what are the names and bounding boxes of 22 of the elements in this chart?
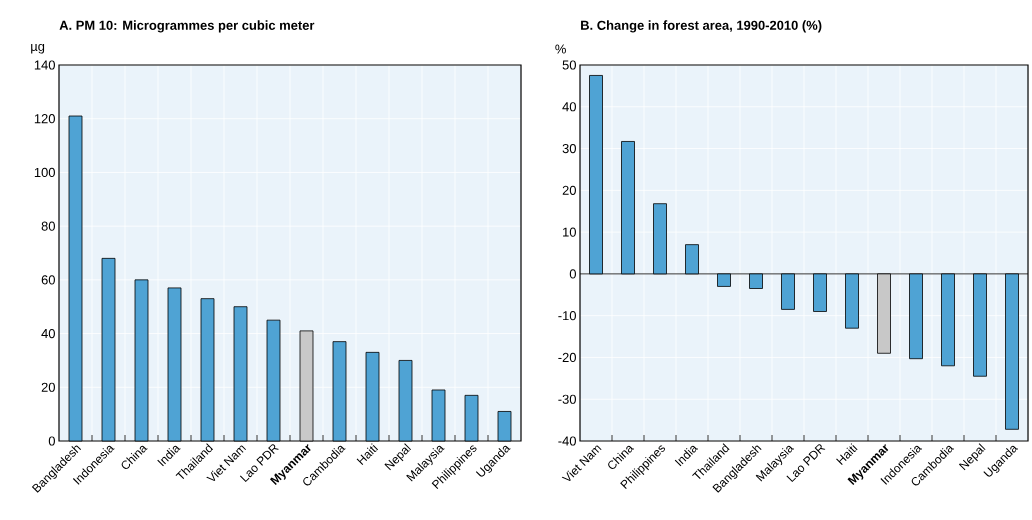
y-tick-label: 0 <box>48 436 55 446</box>
y-tick-label: 40 <box>562 102 576 112</box>
chart-title: A. PM 10: Microgrammes per cubic meter <box>59 20 315 33</box>
y-tick-label: -30 <box>558 394 576 404</box>
y-tick-label: 0 <box>569 269 576 279</box>
y-tick-label: 30 <box>562 143 576 154</box>
y-tick-label: 50 <box>562 60 576 70</box>
y-tick-label: 20 <box>562 185 576 195</box>
chart-title: B. Change in forest area, 1990-2010 (%) <box>581 20 822 33</box>
y-tick-label: -10 <box>558 311 576 321</box>
y-tick-label: 100 <box>34 167 55 178</box>
y-axis-title: % <box>555 44 566 54</box>
y-tick-label: 140 <box>34 60 55 70</box>
y-tick-label: 10 <box>563 227 576 237</box>
y-axis-title: µg <box>31 43 45 54</box>
y-tick-label: 120 <box>34 114 55 124</box>
y-tick-label: 80 <box>41 221 55 231</box>
y-tick-label: 40 <box>41 328 55 339</box>
y-tick-label: 60 <box>41 275 55 285</box>
y-tick-label: -40 <box>558 436 576 446</box>
y-tick-label: -20 <box>558 352 576 363</box>
y-tick-label: 20 <box>41 382 55 392</box>
